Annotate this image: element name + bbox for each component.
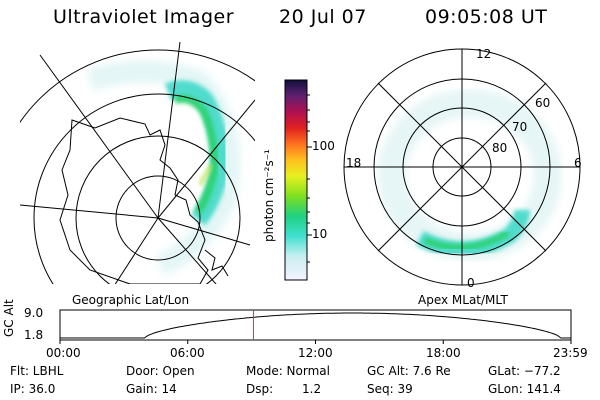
- antarctica-coastline: [59, 117, 209, 284]
- colorbar-tick-10: 10: [312, 227, 328, 241]
- timeline-xtick-3: 18:00: [426, 346, 461, 360]
- ip-status: IP: 36.0: [10, 382, 56, 396]
- altitude-timeline: [59, 309, 572, 344]
- door-status: Door: Open: [126, 364, 195, 378]
- apex-label: Apex MLat/MLT: [418, 293, 508, 307]
- dsp-label: Dsp:: [246, 382, 274, 396]
- lat-circle-outer: [33, 93, 255, 284]
- timeline-ytick-max: 9.0: [24, 306, 44, 320]
- geographic-label: Geographic Lat/Lon: [72, 293, 190, 307]
- gc-alt-status: GC Alt: 7.6 Re: [367, 364, 451, 378]
- app-title: Ultraviolet Imager: [53, 6, 235, 28]
- aurora-oval-core: [423, 230, 510, 251]
- mlt-label-top: 12: [476, 47, 492, 61]
- mode-status: Mode: Normal: [246, 364, 330, 378]
- mlat-mlt-plot: [343, 48, 581, 286]
- mlat-label-80: 80: [492, 141, 508, 155]
- mlt-label-bottom: 0: [467, 276, 475, 290]
- timeline-xtick-1: 06:00: [170, 346, 205, 360]
- meridian-lines: [20, 42, 255, 284]
- glat-status: GLat: −77.2: [488, 364, 561, 378]
- timeline-xtick-0: 00:00: [46, 346, 81, 360]
- gain-status: Gain: 14: [126, 382, 177, 396]
- mlt-label-right: 6: [574, 156, 582, 170]
- filter-status: Flt: LBHL: [10, 364, 64, 378]
- colorbar-tick-100: 100: [312, 139, 335, 153]
- mlt-label-left: 18: [346, 156, 362, 170]
- geographic-map: [20, 42, 255, 284]
- orbit-altitude-curve: [60, 312, 571, 339]
- timeline-ytick-min: 1.8: [24, 328, 44, 342]
- colorbar-unit-label: photon cm⁻²s⁻¹: [262, 149, 276, 242]
- seq-status: Seq: 39: [367, 382, 413, 396]
- dsp-value: 1.2: [302, 382, 322, 396]
- timeline-xtick-2: 12:00: [298, 346, 333, 360]
- lat-circle-inner: [115, 175, 201, 261]
- date-label: 20 Jul 07: [279, 6, 367, 28]
- aurora-band-core: [173, 94, 219, 215]
- timeline-ylabel: GC Alt: [2, 299, 16, 337]
- colorbar: [284, 79, 308, 281]
- mlat-label-70: 70: [512, 120, 528, 134]
- time-label: 09:05:08 UT: [425, 6, 548, 28]
- glon-status: GLon: 141.4: [488, 382, 561, 396]
- mlat-label-60: 60: [535, 96, 551, 110]
- lat-circle-outermost: [20, 49, 255, 124]
- timeline-xtick-4: 23:59: [553, 346, 588, 360]
- aurora-band-outer: [164, 80, 230, 226]
- lat-circle-mid: [75, 135, 241, 284]
